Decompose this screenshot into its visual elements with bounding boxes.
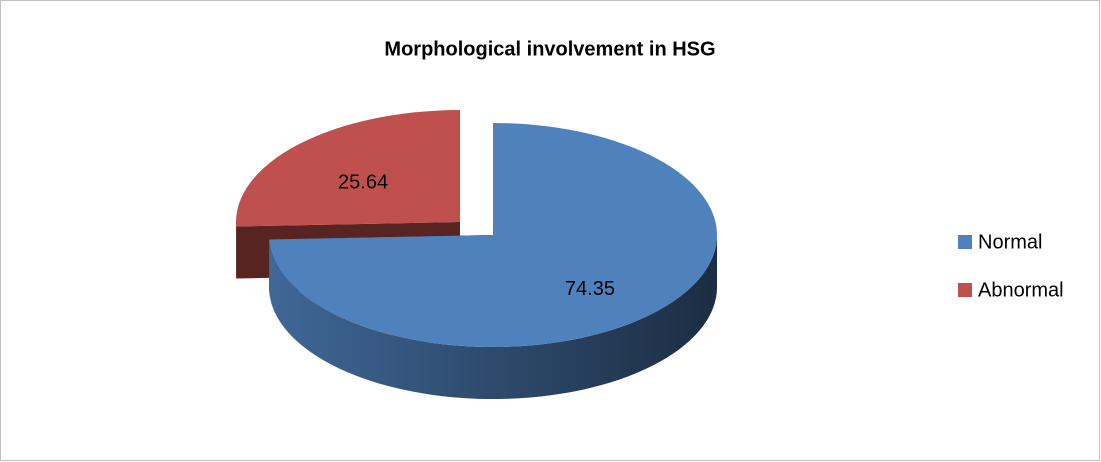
legend-swatch: [958, 235, 972, 249]
slice-top: [269, 123, 717, 348]
legend: Normal Abnormal: [958, 231, 1064, 301]
legend-label: Normal: [978, 231, 1042, 253]
legend-label: Abnormal: [978, 279, 1064, 301]
slice-shade: [269, 235, 718, 400]
slice: [269, 123, 718, 400]
legend-swatch: [958, 283, 972, 297]
chart-title: Morphological involvement in HSG: [384, 38, 715, 60]
slice-top: [235, 110, 460, 227]
data-label: 74.35: [565, 278, 615, 300]
data-label: 25.64: [338, 172, 388, 194]
pie: 25.64 74.35: [235, 110, 718, 400]
